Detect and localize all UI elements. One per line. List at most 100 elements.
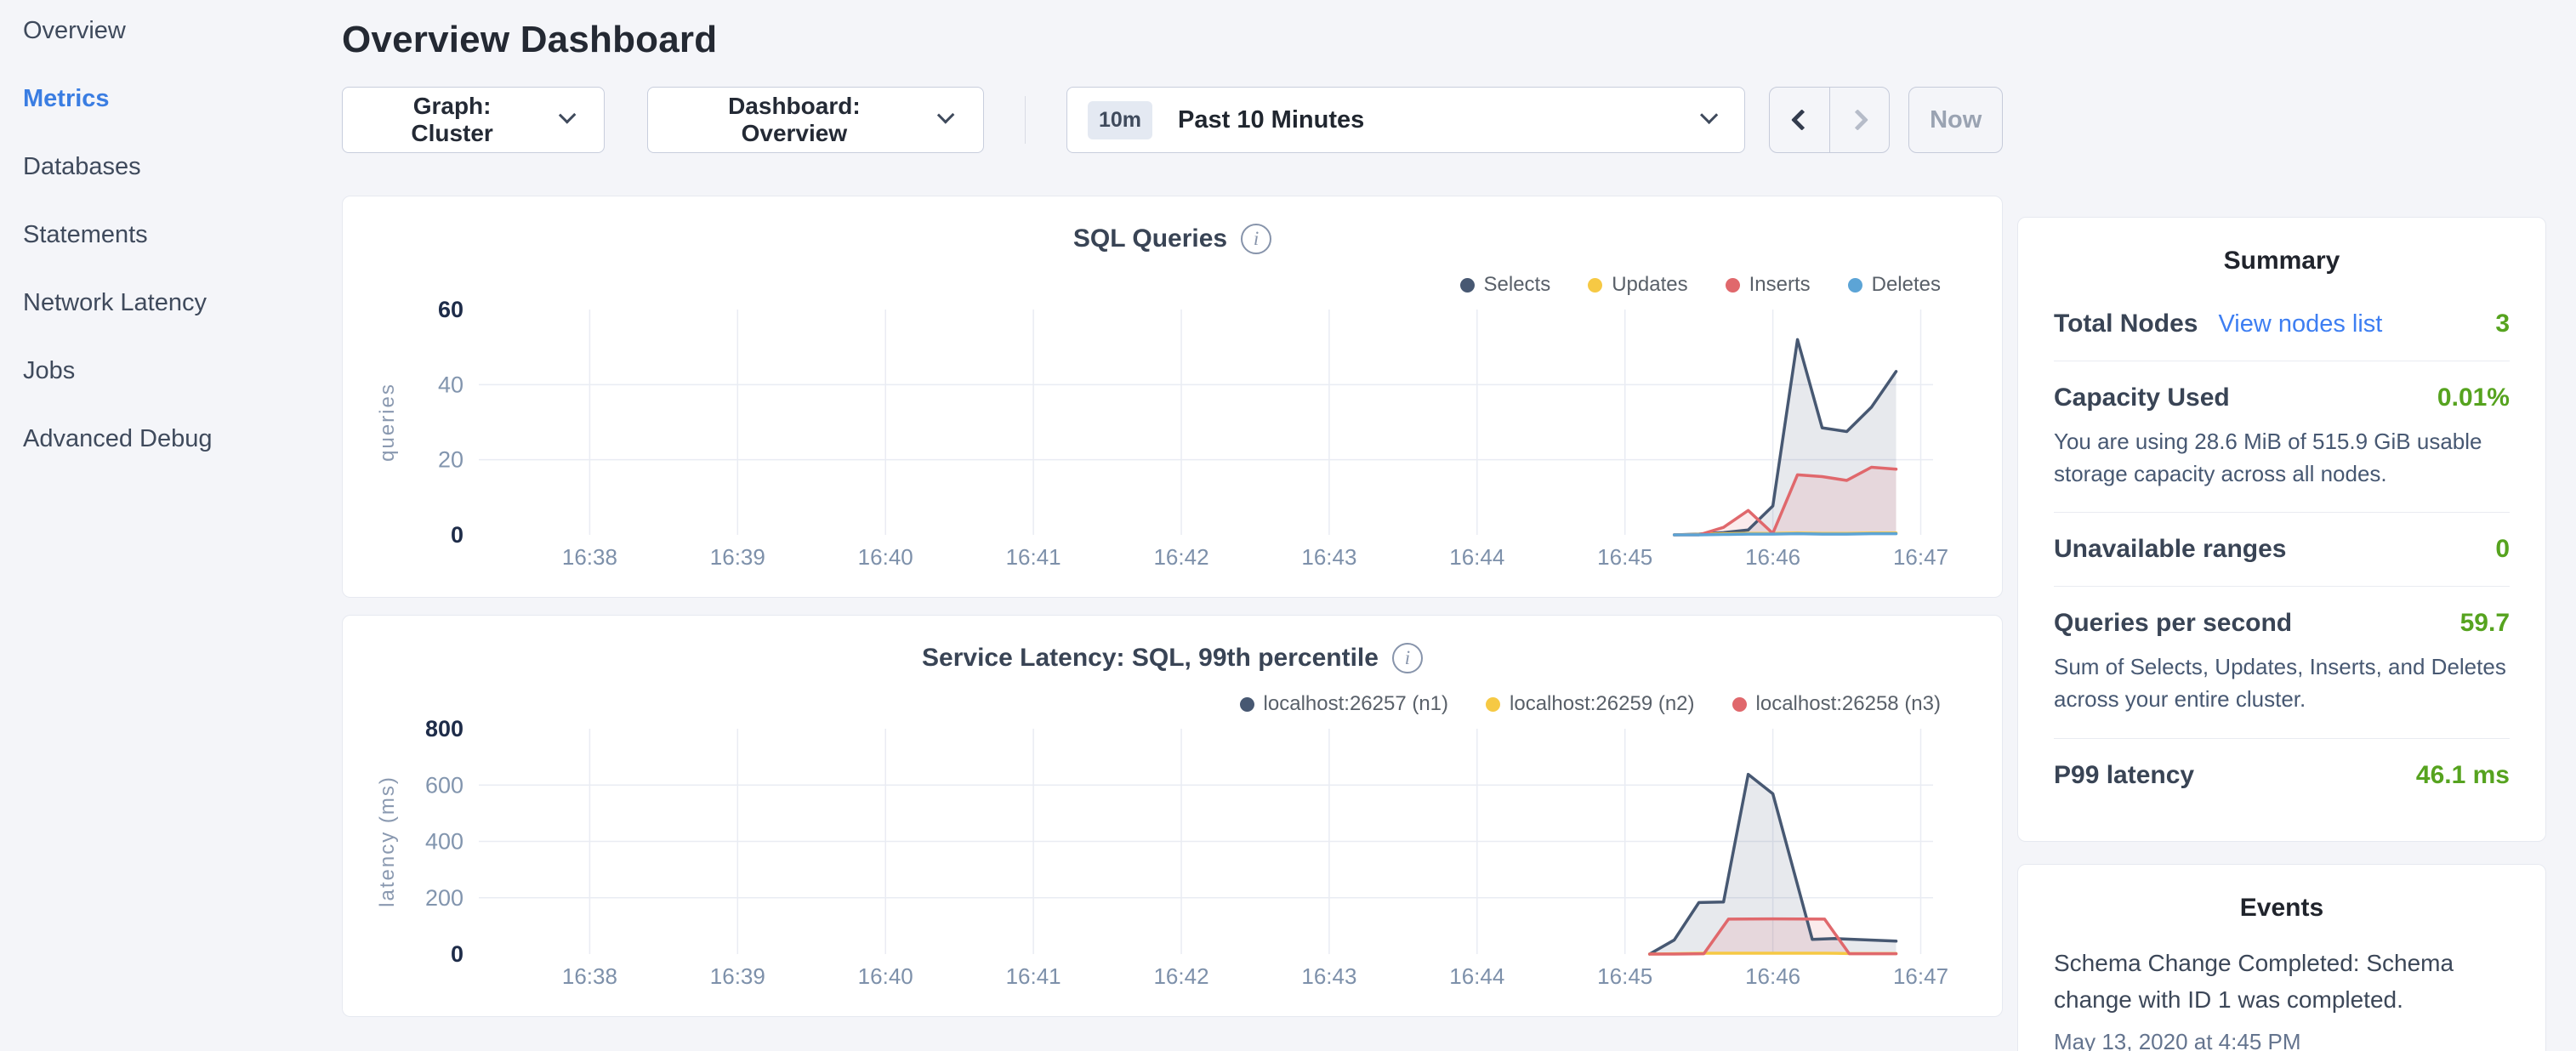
main-content: Overview Dashboard Graph: Cluster Dashbo…	[342, 0, 2003, 1017]
svg-text:16:40: 16:40	[858, 963, 913, 989]
summary-row-label: Unavailable ranges	[2054, 535, 2287, 564]
time-step-forward-button[interactable]	[1828, 88, 1890, 152]
divider	[2054, 737, 2510, 739]
svg-text:16:45: 16:45	[1597, 544, 1652, 570]
summary-row-value: 3	[2495, 310, 2510, 338]
svg-text:0: 0	[451, 522, 463, 548]
legend-dot-icon	[1239, 696, 1254, 712]
time-step-back-button[interactable]	[1770, 88, 1829, 152]
svg-text:16:39: 16:39	[710, 544, 765, 570]
svg-text:16:44: 16:44	[1449, 544, 1504, 570]
events-card: Events Schema Change Completed: Schema c…	[2017, 863, 2546, 1051]
sidebar: Overview Metrics Databases Statements Ne…	[0, 0, 340, 1051]
chevron-down-icon	[937, 105, 955, 124]
dashboard-dropdown-label: Dashboard: Overview	[728, 93, 861, 146]
legend-dot-icon	[1486, 696, 1501, 712]
view-nodes-list-link[interactable]: View nodes list	[2218, 310, 2383, 338]
sidebar-item-databases[interactable]: Databases	[23, 153, 141, 180]
summary-row-queries-per-second: Queries per second 59.7 Sum of Selects, …	[2054, 587, 2510, 737]
summary-row-value: 0	[2495, 535, 2510, 564]
chart-legend: Selects Updates Inserts Deletes	[1459, 273, 1941, 297]
graph-scope-dropdown-label: Graph: Cluster	[411, 93, 493, 146]
chart-title-row: SQL Queries i	[343, 196, 2002, 254]
chart-title: Service Latency: SQL, 99th percentile	[922, 644, 1379, 672]
legend-label: Deletes	[1871, 273, 1941, 296]
event-text: Schema Change Completed: Schema change w…	[2054, 949, 2454, 1014]
sidebar-item-metrics[interactable]: Metrics	[23, 85, 110, 112]
svg-text:16:45: 16:45	[1597, 963, 1652, 989]
summary-row-p99-latency: P99 latency 46.1 ms	[2054, 739, 2510, 812]
svg-text:16:43: 16:43	[1301, 544, 1356, 570]
time-range-label: Past 10 Minutes	[1178, 105, 1365, 134]
svg-text:16:46: 16:46	[1745, 963, 1800, 989]
summary-row-label: Capacity Used	[2054, 383, 2230, 412]
graph-scope-dropdown[interactable]: Graph: Cluster	[342, 87, 606, 153]
sidebar-item-network-latency[interactable]: Network Latency	[23, 289, 207, 316]
svg-text:latency (ms): latency (ms)	[376, 775, 399, 907]
events-title: Events	[2239, 893, 2324, 922]
sidebar-item-statements[interactable]: Statements	[23, 221, 148, 248]
svg-text:60: 60	[438, 297, 463, 322]
toolbar: Graph: Cluster Dashboard: Overview 10m P…	[342, 87, 2003, 153]
divider	[2054, 586, 2510, 588]
legend-item-deletes[interactable]: Deletes	[1847, 273, 1941, 297]
legend-item-inserts[interactable]: Inserts	[1725, 273, 1811, 297]
svg-text:16:47: 16:47	[1893, 544, 1948, 570]
svg-text:400: 400	[425, 829, 463, 855]
sidebar-item-overview[interactable]: Overview	[23, 17, 126, 44]
event-list-item[interactable]: Schema Change Completed: Schema change w…	[2054, 945, 2510, 1051]
svg-text:40: 40	[438, 372, 463, 397]
svg-text:16:43: 16:43	[1301, 963, 1356, 989]
svg-text:16:46: 16:46	[1745, 544, 1800, 570]
info-icon[interactable]: i	[1391, 643, 1423, 673]
sidebar-item-jobs[interactable]: Jobs	[23, 357, 76, 384]
toolbar-divider	[1024, 96, 1026, 144]
summary-row-subtext: Sum of Selects, Updates, Inserts, and De…	[2054, 654, 2506, 713]
summary-row-unavailable-ranges: Unavailable ranges 0	[2054, 513, 2510, 586]
legend-label: localhost:26259 (n2)	[1510, 692, 1695, 715]
svg-text:200: 200	[425, 885, 463, 911]
chart-title: SQL Queries	[1072, 224, 1228, 253]
legend-item-node3[interactable]: localhost:26258 (n3)	[1732, 692, 1941, 716]
svg-text:20: 20	[438, 447, 463, 473]
legend-item-node2[interactable]: localhost:26259 (n2)	[1486, 692, 1695, 716]
now-button[interactable]: Now	[1908, 87, 2003, 153]
svg-text:16:42: 16:42	[1153, 544, 1208, 570]
svg-text:0: 0	[451, 941, 463, 967]
legend-dot-icon	[1459, 277, 1475, 293]
info-icon[interactable]: i	[1241, 224, 1272, 254]
svg-text:16:44: 16:44	[1449, 963, 1504, 989]
page-title: Overview Dashboard	[342, 19, 718, 60]
right-column: Summary Total Nodes View nodes list 3 Ca…	[2017, 217, 2546, 1051]
event-timestamp: May 13, 2020 at 4:45 PM	[2054, 1028, 2301, 1051]
sidebar-item-advanced-debug[interactable]: Advanced Debug	[23, 425, 213, 452]
legend-item-selects[interactable]: Selects	[1459, 273, 1551, 297]
time-range-picker[interactable]: 10m Past 10 Minutes	[1066, 87, 1745, 153]
summary-row-label: Total Nodes	[2054, 310, 2198, 338]
divider	[2054, 512, 2510, 514]
chevron-down-icon	[1699, 105, 1719, 124]
summary-row-label: P99 latency	[2054, 760, 2195, 789]
legend-item-updates[interactable]: Updates	[1588, 273, 1688, 297]
sql-queries-chart[interactable]: 16:38 16:39 16:40 16:41 16:42 16:43 16:44 16:45…	[344, 297, 2003, 590]
summary-title: Summary	[2223, 247, 2340, 275]
svg-text:16:38: 16:38	[562, 544, 617, 570]
service-latency-chart-card: Service Latency: SQL, 99th percentile i …	[342, 615, 2003, 1017]
legend-label: localhost:26257 (n1)	[1263, 692, 1449, 715]
summary-row-capacity-used: Capacity Used 0.01% You are using 28.6 M…	[2054, 361, 2510, 512]
legend-label: Inserts	[1749, 273, 1811, 296]
svg-text:16:41: 16:41	[1006, 544, 1061, 570]
svg-text:16:39: 16:39	[710, 963, 765, 989]
legend-label: Selects	[1483, 273, 1551, 296]
summary-row-label: Queries per second	[2054, 609, 2293, 638]
svg-text:600: 600	[425, 772, 463, 798]
dashboard-dropdown[interactable]: Dashboard: Overview	[647, 87, 984, 153]
chevron-right-icon	[1846, 109, 1868, 131]
legend-label: Updates	[1612, 273, 1688, 296]
legend-label: localhost:26258 (n3)	[1755, 692, 1941, 715]
sql-queries-chart-card: SQL Queries i Selects Updates Inserts De…	[342, 196, 2003, 598]
chart-title-row: Service Latency: SQL, 99th percentile i	[343, 616, 2002, 673]
service-latency-chart[interactable]: 16:38 16:39 16:40 16:41 16:42 16:43 16:44 16:45…	[344, 716, 2003, 1009]
summary-row-value: 59.7	[2459, 609, 2510, 638]
legend-item-node1[interactable]: localhost:26257 (n1)	[1239, 692, 1449, 716]
